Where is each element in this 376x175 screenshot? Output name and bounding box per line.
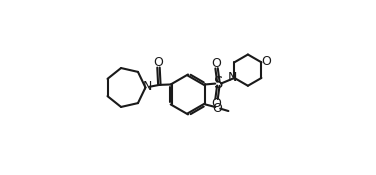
Text: N: N — [143, 80, 152, 93]
Text: O: O — [211, 57, 221, 70]
Text: O: O — [211, 97, 221, 110]
Text: O: O — [261, 55, 271, 68]
Text: O: O — [212, 102, 222, 115]
Text: O: O — [153, 56, 164, 69]
Text: N: N — [227, 71, 237, 84]
Text: S: S — [214, 76, 223, 91]
